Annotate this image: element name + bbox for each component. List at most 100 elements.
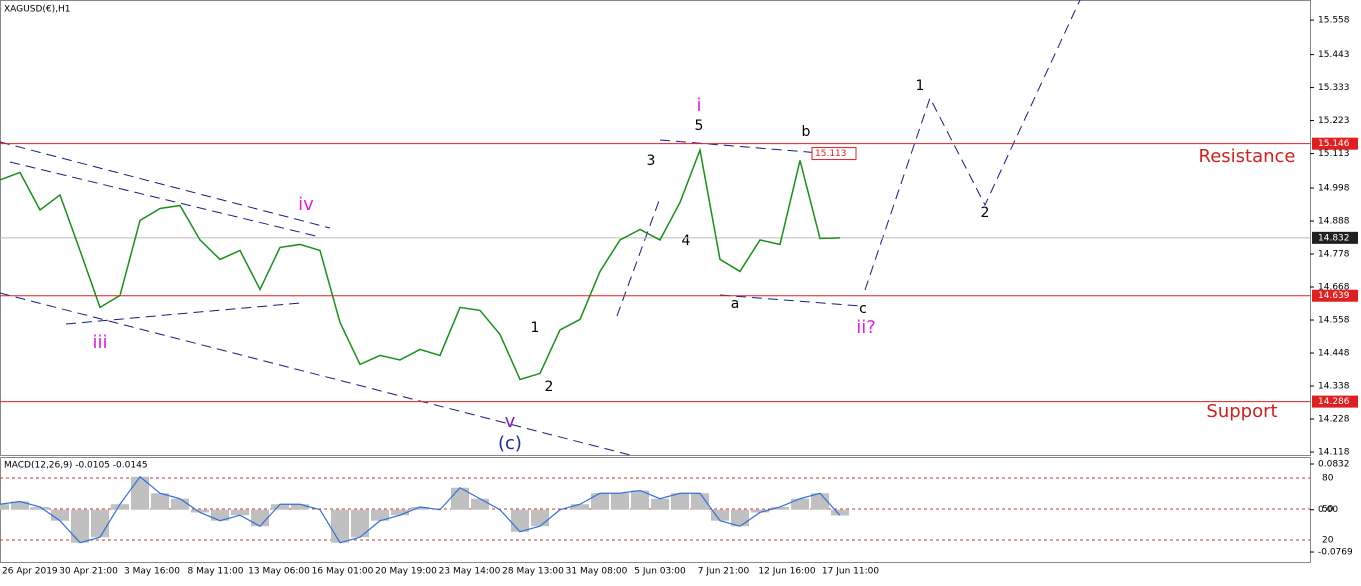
- macd-bar: [171, 498, 189, 510]
- level-label: 50: [1322, 505, 1334, 515]
- macd-bar: [71, 509, 89, 543]
- y-tick-label: 14.778: [1318, 250, 1350, 260]
- y-tick-label: 15.223: [1318, 116, 1350, 126]
- y-tick-label: 14.448: [1318, 349, 1350, 359]
- y-tick-label: 15.333: [1318, 83, 1350, 93]
- x-tick-label: 8 May 11:00: [188, 567, 244, 577]
- y-tick-label: 15.113: [1318, 149, 1350, 159]
- wave-label: (c): [498, 433, 522, 454]
- macd-bar: [631, 490, 649, 510]
- level-label: 14.639: [1318, 291, 1350, 301]
- macd-bar: [151, 493, 169, 510]
- wave-label: 2: [545, 379, 554, 395]
- trendlines: [0, 0, 1081, 456]
- macd-bar: [251, 509, 269, 527]
- level-label: 80: [1322, 474, 1334, 484]
- level-label: 14.286: [1318, 397, 1350, 407]
- macd-bar: [531, 509, 549, 527]
- level-label: 15.146: [1318, 139, 1350, 149]
- high-box: [811, 147, 857, 161]
- macd-bar: [211, 509, 229, 521]
- wave-label: 5: [695, 118, 704, 134]
- macd-bar: [771, 506, 789, 510]
- macd-bar: [511, 509, 529, 532]
- y-tick-label: -0.0769: [1318, 548, 1353, 558]
- wave-label: ii?: [856, 317, 876, 338]
- y-tick-label: 14.998: [1318, 184, 1350, 194]
- macd-bar: [571, 504, 589, 510]
- macd-bar: [111, 504, 129, 510]
- macd-bar: [751, 509, 769, 513]
- y-tick-label: 14.118: [1318, 448, 1350, 458]
- level-box: [1312, 395, 1358, 408]
- macd-bar: [811, 493, 829, 510]
- x-tick-label: 17 Jun 11:00: [822, 567, 879, 577]
- macd-bar: [731, 509, 749, 527]
- price-line: [0, 147, 841, 381]
- support-label: Support: [1206, 401, 1277, 422]
- level-label: 14.832: [1318, 233, 1350, 243]
- x-tick-label: 31 May 08:00: [566, 567, 628, 577]
- wave-label: v: [505, 411, 516, 432]
- x-tick-label: 5 Jun 03:00: [634, 567, 686, 577]
- wave-label: 1: [916, 78, 925, 94]
- x-tick-label: 28 May 13:00: [502, 567, 564, 577]
- macd-bar: [671, 493, 689, 510]
- macd-bar: [351, 509, 369, 538]
- macd-bar: [31, 506, 49, 510]
- macd-bar: [231, 509, 249, 516]
- y-tick-label: 0.0832: [1318, 460, 1350, 470]
- y-tick-label: 14.668: [1318, 283, 1350, 293]
- macd-bar: [591, 493, 609, 510]
- macd-bar: [131, 476, 149, 510]
- macd-title: MACD(12,26,9) -0.0105 -0.0145: [4, 461, 148, 471]
- macd-bar: [651, 498, 669, 510]
- x-tick-label: 20 May 19:00: [375, 567, 437, 577]
- macd-line: [0, 475, 841, 544]
- macd-bar: [391, 509, 409, 516]
- level-box: [1312, 231, 1358, 244]
- macd-bar: [711, 509, 729, 521]
- macd-bar: [791, 498, 809, 510]
- x-tick-label: 7 Jun 21:00: [698, 567, 750, 577]
- macd-bar: [11, 501, 29, 510]
- wave-label: iii: [92, 332, 107, 353]
- level-box: [1312, 137, 1358, 150]
- y-tick-label: 15.558: [1318, 16, 1350, 26]
- wave-label: i: [696, 95, 701, 116]
- macd-bar: [91, 509, 109, 538]
- macd-bar: [0, 504, 9, 510]
- macd-bar: [371, 509, 389, 521]
- wave-label: 3: [647, 153, 656, 169]
- macd-bar: [831, 509, 849, 516]
- resistance-label: Resistance: [1199, 146, 1296, 167]
- wave-label: a: [731, 296, 740, 312]
- wave-label: 4: [682, 233, 691, 249]
- macd-bar: [691, 493, 709, 510]
- macd-bar: [411, 506, 429, 510]
- y-tick-label: 14.338: [1318, 382, 1350, 392]
- chart-title: XAGUSD(€),H1: [4, 5, 70, 15]
- macd-bar: [291, 504, 309, 510]
- y-tick-label: 14.888: [1318, 217, 1350, 227]
- wave-label: b: [802, 124, 811, 140]
- high-label: 15.113: [815, 149, 847, 159]
- macd-bar: [51, 509, 69, 521]
- macd-bar: [611, 493, 629, 510]
- x-tick-label: 23 May 14:00: [439, 567, 501, 577]
- y-tick-label: 0.00: [1318, 505, 1338, 515]
- x-tick-label: 16 May 01:00: [312, 567, 374, 577]
- macd-bar: [191, 509, 209, 513]
- x-tick-label: 30 Apr 21:00: [59, 567, 118, 577]
- level-label: 20: [1322, 536, 1334, 546]
- x-tick-label: 26 Apr 2019: [2, 567, 58, 577]
- wave-label: 2: [981, 205, 990, 221]
- y-tick-label: 15.443: [1318, 50, 1350, 60]
- macd-bar: [271, 504, 289, 510]
- y-tick-label: 14.558: [1318, 316, 1350, 326]
- y-tick-label: 14.228: [1318, 415, 1350, 425]
- wave-label: iv: [298, 194, 314, 215]
- level-box: [1312, 289, 1358, 302]
- x-tick-label: 12 Jun 16:00: [758, 567, 815, 577]
